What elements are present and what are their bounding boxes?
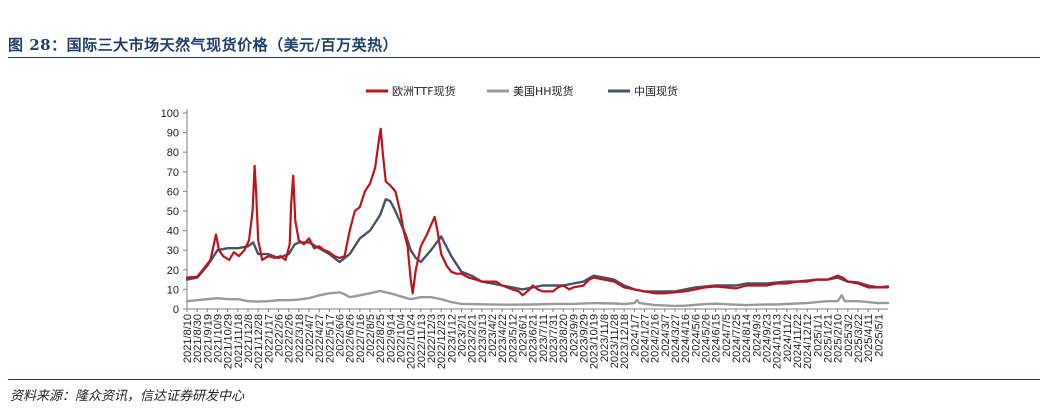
legend-label: 中国现货: [634, 84, 678, 98]
x-tick-label: 2024/4/16: [680, 314, 692, 363]
y-tick-label: 30: [167, 245, 179, 257]
legend-label: 欧洲TTF现货: [392, 84, 456, 98]
x-tick-label: 2022/9/14: [385, 314, 397, 363]
x-tick-label: 2023/9/29: [579, 314, 591, 363]
x-tick-label: 2022/6/26: [345, 314, 357, 363]
series-line-1: [185, 289, 890, 308]
x-tick-label: 2024/7/5: [721, 314, 733, 357]
x-tick-label: 2023/9/9: [568, 314, 580, 357]
title-rule: [8, 57, 1040, 58]
x-tick-label: 2024/1/7: [629, 314, 641, 357]
x-tick-label: 2022/7/16: [355, 314, 367, 363]
x-tick-label: 2023/11/8: [599, 314, 611, 362]
y-tick-label: 90: [167, 128, 179, 140]
x-tick-label: 2022/11/13: [416, 314, 428, 368]
y-tick-label: 100: [161, 108, 179, 120]
x-tick-label: 2022/8/25: [375, 314, 387, 363]
x-tick-label: 2022/10/24: [406, 314, 418, 369]
x-tick-label: 2025/2/10: [833, 314, 845, 363]
x-tick-label: 2024/7/25: [731, 314, 743, 363]
x-tick-label: 2023/2/21: [467, 314, 479, 363]
y-tick-label: 60: [167, 186, 179, 198]
x-tick-label: 2022/1/17: [263, 314, 275, 363]
x-tick-label: 2024/2/16: [650, 314, 662, 363]
x-tick-label: 2024/5/6: [690, 314, 702, 357]
x-tick-label: 2024/9/3: [751, 314, 763, 357]
y-tick-label: 0: [173, 304, 179, 316]
chart-svg: 0 10 20 30 40 50 60 70 80 90 100 2021/8/102021/8/30…: [161, 84, 890, 369]
y-tick-label: 70: [167, 167, 179, 179]
x-tick-label: 2023/4/22: [497, 314, 509, 363]
x-tick-label: 2022/12/3: [426, 314, 438, 363]
x-tick-label: 2023/7/31: [548, 314, 560, 363]
x-tick-label: 2022/4/27: [314, 314, 326, 363]
source-note: 资料来源：隆众资讯，信达证券研发中心: [10, 389, 245, 404]
x-tick-label: 2022/4/7: [304, 314, 316, 357]
legend-label: 美国HH现货: [513, 84, 574, 98]
series-line-2: [185, 198, 890, 293]
x-tick-label: 2021/9/19: [202, 314, 214, 363]
x-tick-label: 2024/11/2: [782, 314, 794, 362]
x-tick-label: 2024/3/7: [660, 314, 672, 357]
x-tick-label: 2021/10/29: [223, 314, 235, 369]
x-tick-label: 2022/12/23: [436, 314, 448, 369]
x-tick-label: 2023/1/12: [446, 314, 458, 363]
x-tick-label: 2023/11/28: [609, 314, 621, 368]
x-tick-label: 2025/3/2: [843, 314, 855, 357]
x-tick-label: 2021/12/8: [243, 314, 255, 363]
x-tick-label: 2022/10/4: [396, 314, 408, 363]
y-tick-label: 50: [167, 206, 179, 218]
x-tick-label: 2025/4/11: [863, 314, 875, 362]
x-tick-label: 2023/5/12: [507, 314, 519, 363]
x-tick-label: 2023/6/21: [528, 314, 540, 363]
x-tick-label: 2025/1/1: [812, 314, 824, 357]
y-tick-label: 10: [167, 284, 179, 296]
x-tick-label: 2022/2/26: [284, 314, 296, 363]
x-tick-label: 2023/7/11: [538, 314, 550, 362]
y-tick-label: 20: [167, 265, 179, 277]
x-tick-label: 2024/6/15: [711, 314, 723, 363]
x-tick-label: 2023/10/19: [589, 314, 601, 369]
x-tick-label: 2023/4/2: [487, 314, 499, 357]
x-tick-label: 2022/2/6: [274, 314, 286, 357]
y-tick-label: 80: [167, 147, 179, 159]
y-tick-label: 40: [167, 226, 179, 238]
x-tick-label: 2021/11/18: [233, 314, 245, 368]
source-rule: [8, 379, 1040, 380]
x-tick-label: 2023/8/20: [558, 314, 570, 363]
x-tick-label: 2021/8/30: [192, 314, 204, 363]
x-tick-label: 2025/1/21: [823, 314, 835, 363]
x-tick-label: 2024/11/22: [792, 314, 804, 368]
x-tick-label: 2023/6/1: [518, 314, 530, 357]
x-tick-label: 2022/5/17: [324, 314, 336, 363]
figure-title: 图 28：国际三大市场天然气现货价格（美元/百万英热）: [8, 36, 399, 54]
x-tick-label: 2022/3/18: [294, 314, 306, 363]
x-tick-label: 2022/8/5: [365, 314, 377, 357]
x-tick-label: 2024/3/27: [670, 314, 682, 363]
x-tick-label: 2024/9/23: [762, 314, 774, 363]
x-tick-label: 2025/5/1: [873, 314, 885, 357]
series-line-0: [185, 127, 890, 297]
x-tick-label: 2025/3/22: [853, 314, 865, 363]
x-tick-label: 2023/3/13: [477, 314, 489, 363]
x-tick-label: 2024/1/27: [640, 314, 652, 363]
x-tick-label: 2021/10/9: [213, 314, 225, 363]
x-tick-label: 2024/8/14: [741, 314, 753, 363]
x-tick-label: 2023/12/18: [619, 314, 631, 369]
x-tick-label: 2024/10/13: [772, 314, 784, 369]
x-tick-label: 2021/12/28: [253, 314, 265, 369]
x-tick-label: 2021/8/10: [182, 314, 194, 363]
x-tick-label: 2023/2/1: [457, 314, 469, 357]
x-tick-label: 2024/12/12: [802, 314, 814, 369]
x-tick-label: 2022/6/6: [335, 314, 347, 357]
x-tick-label: 2024/5/26: [701, 314, 713, 363]
